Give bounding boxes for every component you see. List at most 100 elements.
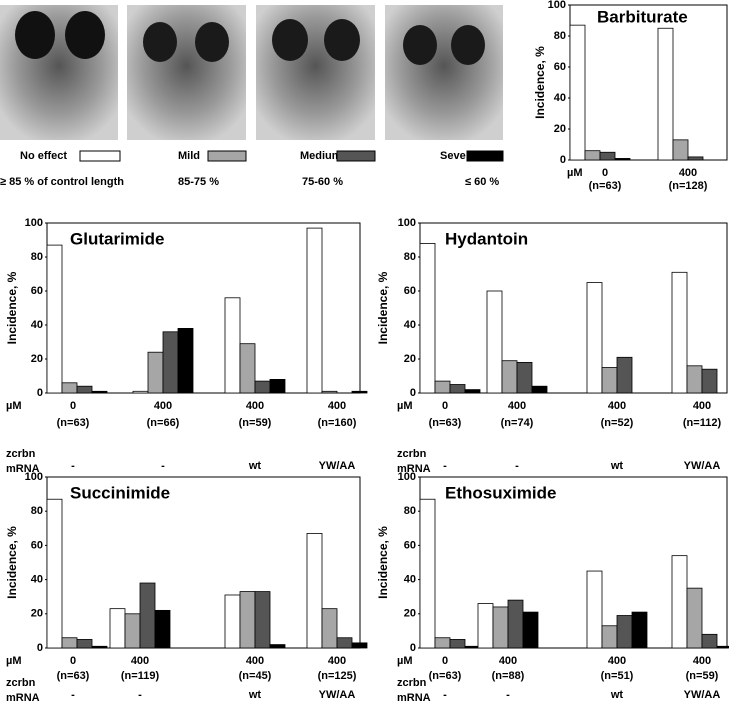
photos [0,5,503,140]
bar [154,609,171,649]
bar [269,378,286,394]
n-label: (n=63) [589,180,622,192]
y-axis-label: Incidence, % [5,271,19,344]
bar [162,331,179,394]
x-unit: µM [6,400,22,412]
y-tick-label: 20 [554,123,566,135]
bar [239,591,256,649]
y-tick-label: 20 [404,608,416,620]
y-tick-label: 80 [31,505,43,517]
y-tick-label: 60 [554,61,566,73]
bar [224,594,241,649]
bar [306,227,323,394]
photo [385,5,503,140]
row-label: zcrbn [397,448,427,460]
row-label: zcrbn [6,448,36,460]
mrna-label: wt [248,689,262,701]
bar [434,380,451,394]
legend-range: 75-60 % [302,176,343,188]
photo [127,5,246,140]
mrna-label: - [71,689,75,701]
y-tick-label: 60 [31,285,43,297]
mrna-label: wt [610,460,624,472]
bar [631,611,648,649]
bar [449,639,466,649]
y-axis-label: Incidence, % [5,526,19,599]
y-tick-label: 0 [410,387,416,399]
bar [701,633,718,649]
bar [254,591,271,649]
y-tick-label: 100 [25,471,43,483]
chart-title: Succinimide [70,483,170,502]
bar [76,639,93,649]
bar [147,351,164,394]
row-label: mRNA [397,463,431,475]
bar [672,139,689,161]
y-tick-label: 80 [31,251,43,263]
bar [61,382,78,394]
y-tick-label: 20 [31,608,43,620]
n-label: (n=160) [318,417,357,429]
eye [143,22,177,62]
eye [403,25,437,65]
mrna-label: YW/AA [684,689,721,701]
legend-label: Medium [300,150,342,162]
bar [61,637,78,649]
bar [686,587,703,649]
bar [477,603,494,649]
y-tick-label: 40 [404,319,416,331]
x-unit: µM [397,400,413,412]
bar [124,613,141,649]
bar [306,533,323,649]
bar [449,384,466,394]
bar [599,151,616,161]
legend-swatch [336,150,376,162]
x-tick-label: 0 [442,655,448,667]
bar [616,356,633,394]
bar [686,365,703,394]
y-tick-label: 0 [37,642,43,654]
bar [601,367,618,394]
x-tick-label: 0 [70,655,76,667]
bar [657,27,674,161]
y-tick-label: 0 [37,387,43,399]
n-label: (n=52) [601,417,634,429]
x-tick-label: 0 [70,400,76,412]
legend-range: 85-75 % [178,176,219,188]
row-label: mRNA [6,463,40,475]
bar [109,608,126,649]
bar [531,385,548,394]
x-tick-label: 0 [602,167,608,179]
legend-swatch [79,150,121,162]
y-axis-label: Incidence, % [533,46,547,119]
n-label: (n=63) [57,417,90,429]
photo [256,5,375,140]
bar [351,642,368,649]
legend-range: ≤ 60 % [465,176,499,188]
bar [46,244,63,394]
y-tick-label: 0 [560,154,566,166]
bar [434,637,451,649]
bar [601,625,618,649]
bar [716,645,729,649]
bar [254,380,271,394]
bar [464,389,481,394]
bar [701,368,718,394]
bar [351,390,368,394]
y-tick-label: 40 [404,574,416,586]
row-label: mRNA [397,692,431,704]
n-label: (n=51) [601,670,634,682]
bar [419,242,436,394]
y-tick-label: 40 [554,92,566,104]
mrna-label: - [138,689,142,701]
mrna-label: - [443,689,447,701]
eye [451,25,485,65]
mrna-label: wt [248,460,262,472]
chart-title: Barbiturate [597,7,688,26]
legend-range: ≥ 85 % of control length [0,176,124,188]
bar [46,498,63,649]
n-label: (n=119) [121,670,160,682]
y-tick-label: 80 [404,251,416,263]
bar [687,156,704,161]
x-tick-label: 400 [499,655,517,667]
